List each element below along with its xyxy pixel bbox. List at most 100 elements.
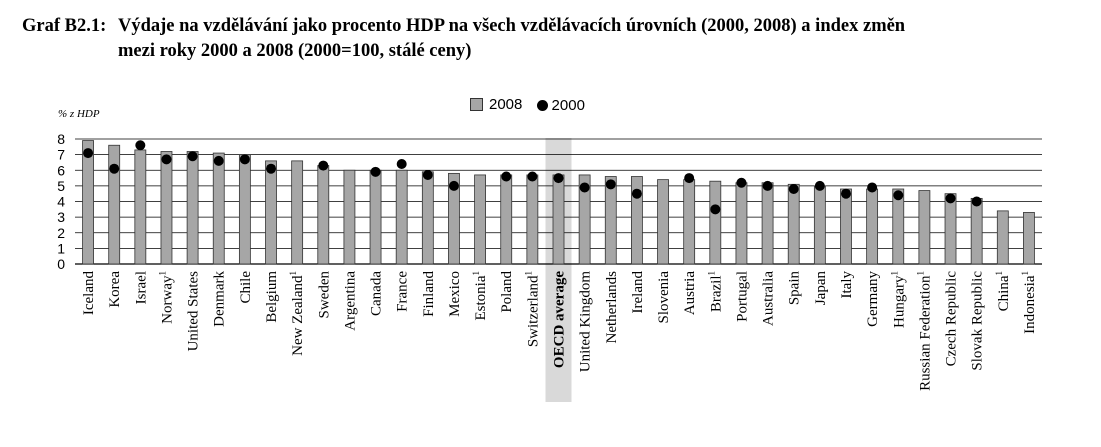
y-tick-label: 8 (57, 131, 65, 147)
dot-2000 (684, 173, 695, 184)
x-tick-label: Sweden (316, 271, 332, 319)
bar-2008 (82, 140, 94, 265)
bar-2008 (238, 154, 251, 265)
bar-2008 (212, 152, 225, 265)
bar-2008 (761, 182, 774, 265)
x-tick-label: France (395, 271, 411, 312)
dot-2000 (109, 163, 120, 174)
bar-2008 (160, 151, 173, 265)
dot-2000 (239, 154, 250, 165)
x-tick-label: Norway1 (157, 271, 175, 324)
bar-2008 (970, 197, 983, 265)
legend-dot-swatch (536, 100, 548, 111)
dot-2000 (135, 140, 146, 151)
x-tick-label: Italy (839, 271, 855, 299)
bar-2008 (500, 174, 513, 265)
footnote-marker: 1 (994, 271, 1004, 276)
bar-2008 (552, 174, 565, 265)
x-tick-label: Hungary1 (889, 271, 907, 328)
x-tick-label: United States (186, 271, 202, 352)
dot-2000 (527, 171, 538, 182)
dot-2000 (161, 154, 172, 165)
dot-2000 (945, 193, 956, 204)
x-tick-label: Japan (813, 271, 829, 306)
x-tick-label: China1 (994, 271, 1012, 311)
dot-2000 (893, 190, 904, 201)
bar-2008 (787, 183, 800, 265)
y-tick-label: 6 (57, 162, 65, 178)
bar-2008 (892, 188, 905, 265)
x-tick-label: Poland (499, 271, 515, 313)
footnote-marker: 1 (706, 271, 716, 276)
dot-2000 (762, 180, 773, 191)
bar-2008 (735, 182, 748, 265)
dot-2000 (266, 163, 277, 174)
title-line-1: Výdaje na vzdělávání jako procento HDP n… (118, 16, 906, 36)
bar-2008 (291, 160, 304, 265)
bar-2008 (317, 165, 330, 265)
y-axis-label: % z HDP (58, 108, 100, 120)
y-tick-label: 2 (57, 225, 65, 241)
dot-2000 (187, 151, 198, 162)
x-tick-label: Slovak Republic (970, 271, 986, 371)
bar-2008 (866, 188, 879, 265)
dot-2000 (736, 177, 747, 188)
footnote-marker: 1 (1020, 271, 1030, 276)
x-tick-label: Austria (682, 271, 698, 316)
legend-bar-swatch (470, 98, 483, 111)
x-tick-label: Czech Republic (944, 271, 960, 367)
y-tick-label: 5 (57, 178, 65, 194)
footnote-marker: 1 (915, 271, 925, 276)
x-tick-label: Iceland (81, 271, 97, 316)
x-tick-label: Slovenia (656, 271, 672, 324)
bar-2008 (369, 169, 382, 265)
x-tick-label: Australia (761, 271, 777, 326)
bar-2008 (657, 179, 669, 265)
bar-2008 (1023, 212, 1035, 265)
y-tick-label: 3 (57, 209, 65, 225)
x-tick-label: Finland (421, 271, 437, 317)
y-tick-label: 0 (57, 256, 65, 272)
footnote-marker: 1 (157, 271, 167, 276)
title-line-2: mezi roky 2000 a 2008 (2000=100, stálé c… (118, 41, 472, 61)
dot-2000 (370, 166, 381, 177)
dot-2000 (396, 159, 407, 169)
dot-2000 (814, 180, 825, 191)
dot-2000 (710, 204, 721, 215)
bar-2008 (709, 180, 722, 265)
x-tick-label: Ireland (630, 271, 646, 314)
bar-2008 (996, 210, 1009, 265)
y-tick-label: 4 (57, 194, 65, 210)
y-tick-label: 1 (57, 240, 65, 256)
dot-2000 (422, 169, 433, 180)
dot-2000 (579, 182, 590, 193)
legend-item-2008: 2008 (470, 96, 522, 113)
bar-2008 (918, 190, 931, 265)
footnote-marker: 1 (889, 271, 899, 276)
dot-2000 (971, 196, 982, 207)
dot-2000 (83, 148, 94, 159)
bar-2008 (186, 151, 199, 265)
bar-2008 (134, 149, 147, 265)
bar-2008 (474, 174, 486, 265)
x-tick-label: Netherlands (604, 271, 620, 344)
bar-2008 (395, 169, 408, 265)
dot-2000 (788, 184, 799, 194)
x-tick-label: Brazil1 (706, 271, 724, 312)
dot-2000 (213, 155, 224, 166)
chart-number: Graf B2.1: (22, 16, 107, 36)
x-tick-label: Portugal (734, 271, 750, 322)
dot-2000 (553, 173, 564, 184)
y-tick-label: 7 (57, 147, 65, 163)
x-tick-label: Russian Federation1 (915, 271, 933, 391)
bar-2008 (108, 144, 121, 265)
bar-2008 (265, 160, 277, 265)
x-tick-label: OECD average (552, 271, 568, 368)
x-tick-label: Denmark (212, 271, 228, 327)
bar-2008 (840, 188, 852, 265)
dot-2000 (631, 188, 642, 199)
bar-2008 (448, 172, 460, 265)
x-tick-label: Belgium (264, 271, 280, 323)
dot-2000 (448, 180, 459, 191)
